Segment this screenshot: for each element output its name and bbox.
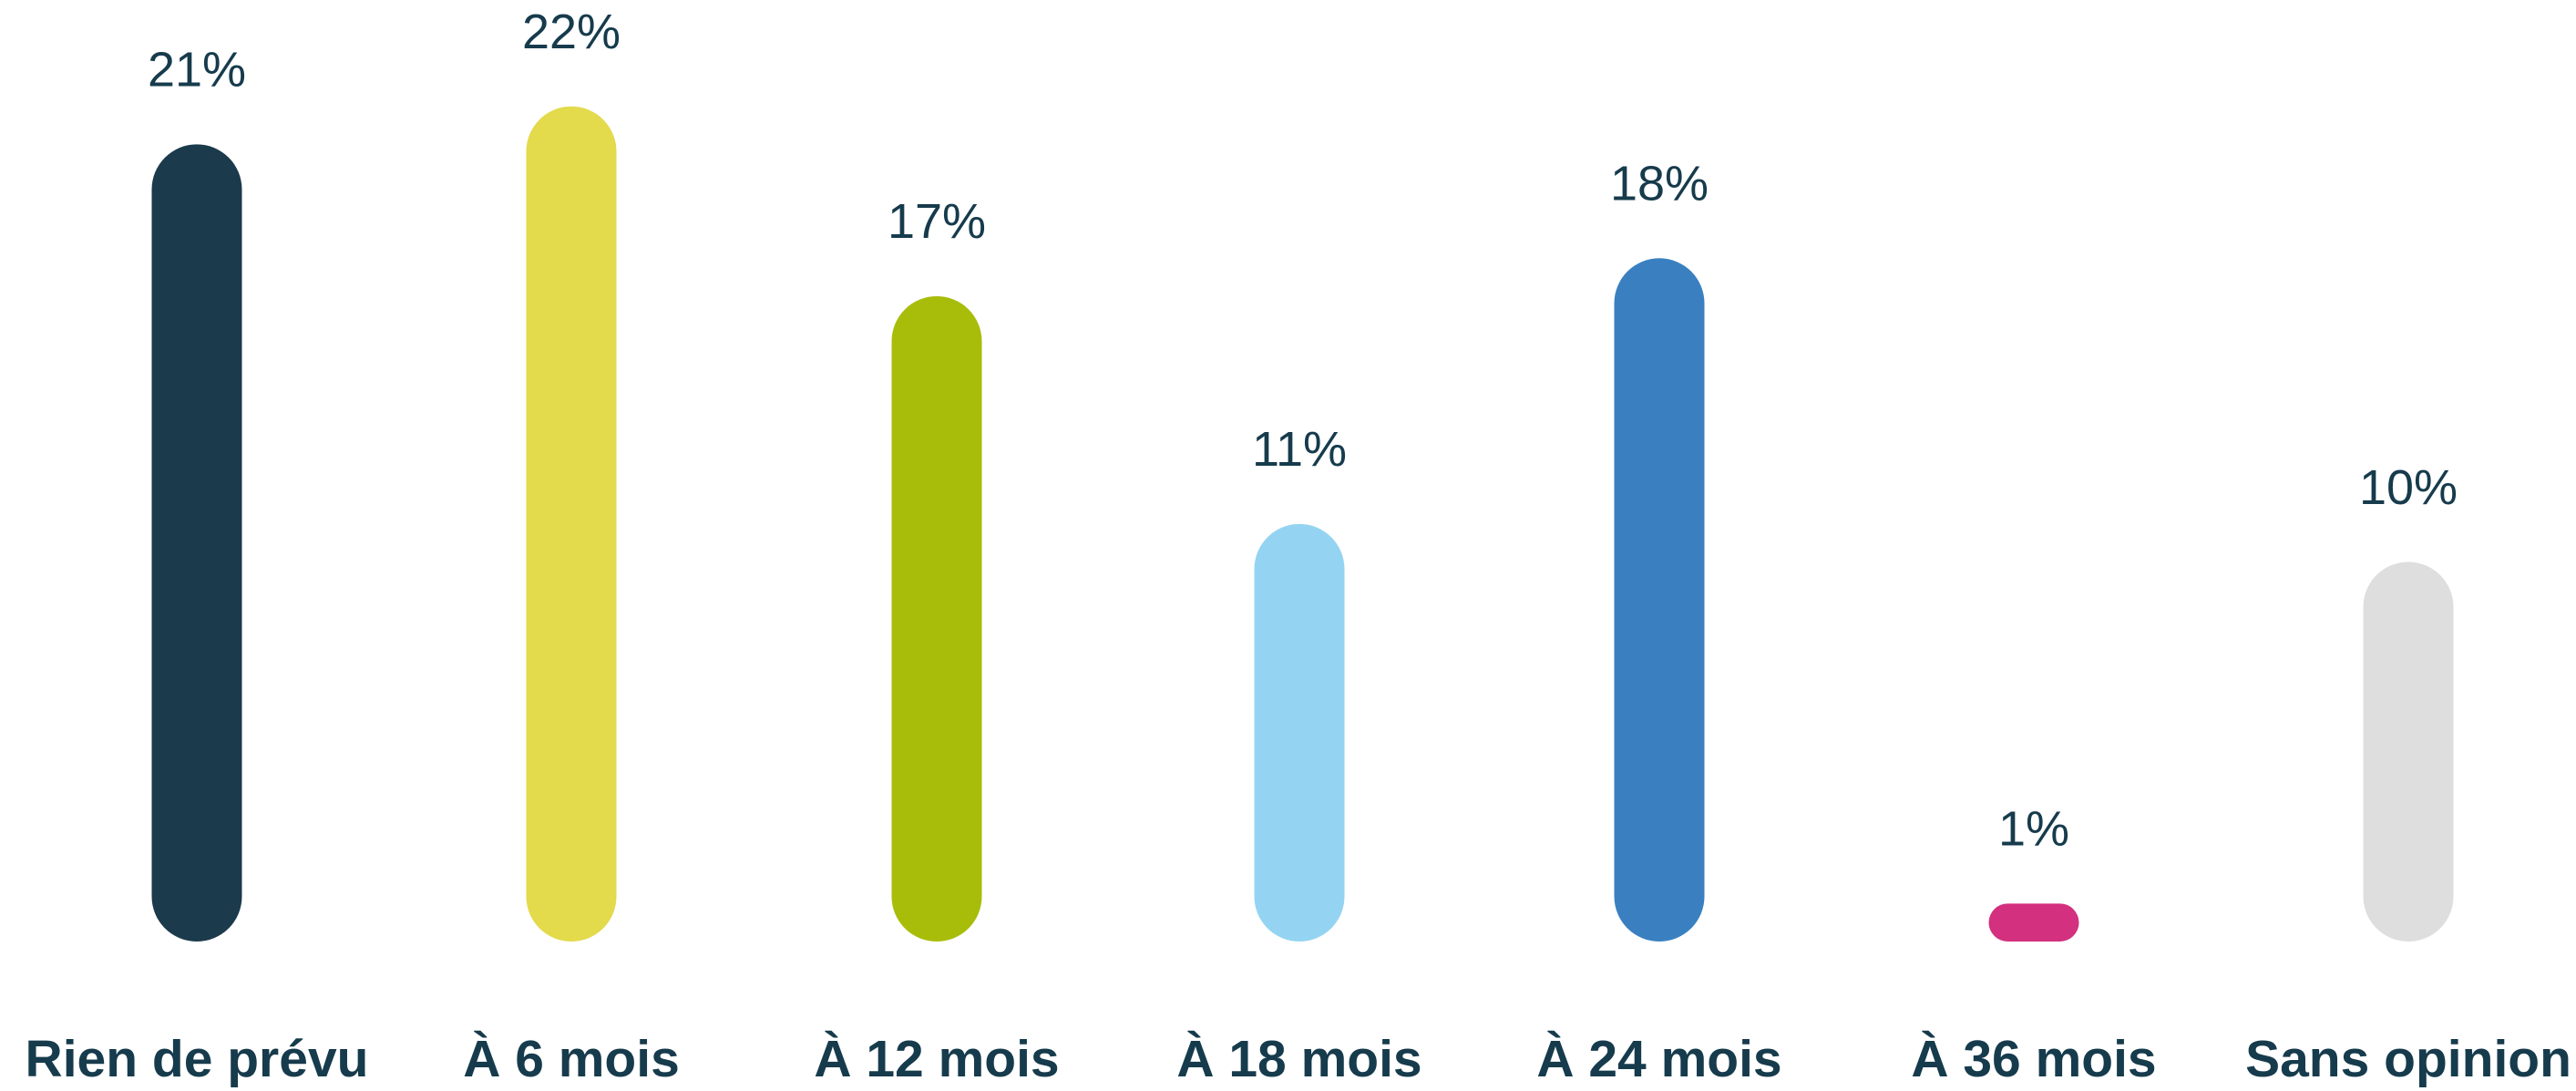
category-label: À 36 mois — [1911, 1030, 2156, 1088]
value-label: 22% — [522, 5, 621, 59]
bar — [2363, 561, 2454, 942]
value-label: 11% — [1252, 422, 1347, 477]
category-label: À 24 mois — [1536, 1030, 1781, 1088]
value-label: 10% — [2359, 460, 2458, 515]
category-label: À 12 mois — [814, 1030, 1059, 1088]
value-label: 17% — [888, 194, 986, 249]
category-label: À 18 mois — [1176, 1030, 1421, 1088]
value-label: 21% — [148, 43, 246, 98]
category-label: Rien de prévu — [26, 1030, 369, 1088]
value-label: 1% — [1998, 802, 2069, 857]
category-label: À 6 mois — [463, 1030, 680, 1088]
bar — [151, 144, 242, 942]
bar — [1614, 258, 1705, 942]
bar — [1254, 523, 1345, 942]
value-label: 18% — [1610, 157, 1709, 211]
bar — [1988, 903, 2079, 942]
bar — [891, 295, 982, 942]
category-label: Sans opinion — [2245, 1030, 2571, 1088]
bar — [526, 106, 617, 942]
